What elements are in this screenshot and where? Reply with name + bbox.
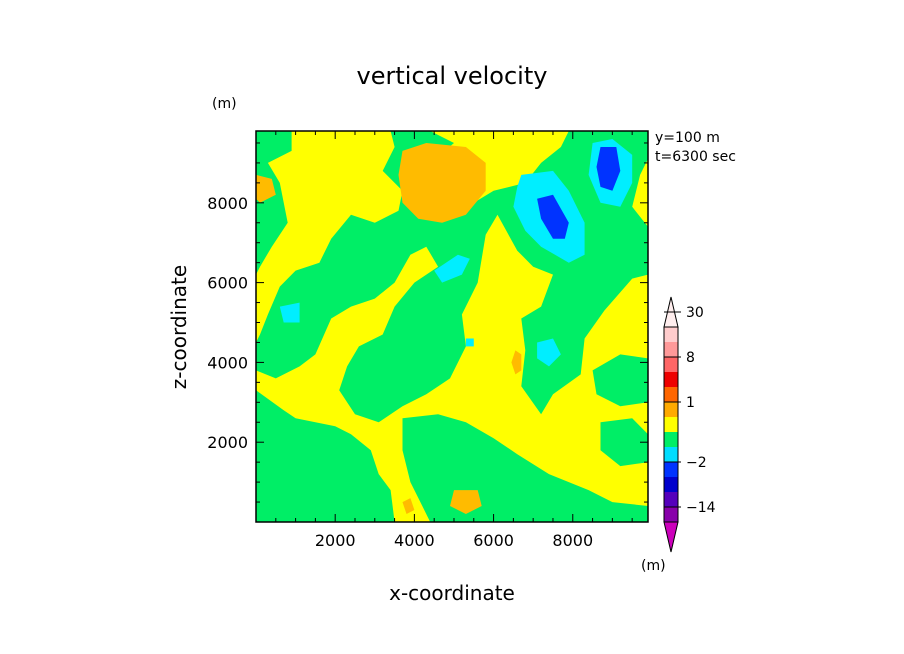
contour-region-16 [537, 338, 561, 367]
colorbar-label: 30 [686, 305, 704, 321]
colorbar-segment [664, 432, 678, 447]
colorbar-label: −14 [686, 500, 716, 516]
colorbar-segment [664, 417, 678, 432]
contour-region-18 [537, 194, 569, 239]
colorbar-segment [664, 357, 678, 372]
colorbar-lower-arrow [663, 521, 679, 553]
colorbar-segment [664, 447, 678, 462]
contour-region-17 [465, 338, 474, 347]
contour-region-5 [592, 354, 648, 407]
contour-region-0 [256, 131, 292, 275]
colorbar-segment [664, 402, 678, 417]
y-tick-label: 2000 [207, 433, 248, 452]
contour-region-6 [600, 418, 648, 467]
contour-region-14 [434, 254, 470, 283]
colorbar-label: −2 [686, 455, 707, 471]
y-tick-label: 4000 [207, 353, 248, 372]
colorbar-segment [664, 507, 678, 522]
y-tick-label: 6000 [207, 274, 248, 293]
colorbar-segment [664, 387, 678, 402]
x-tick-label: 2000 [315, 531, 356, 550]
annotation-line-2: t=6300 sec [655, 149, 736, 165]
chart-title: vertical velocity [357, 62, 548, 90]
contour-region-7 [398, 143, 486, 223]
colorbar-frame [663, 326, 679, 523]
y-tick-label: 8000 [207, 194, 248, 213]
x-tick-label: 4000 [394, 531, 435, 550]
colorbar: 30 8 1 −2 −14 [663, 296, 716, 553]
colorbar-segment [664, 462, 678, 477]
contour-region-15 [279, 302, 300, 323]
x-axis-label: x-coordinate [389, 581, 515, 605]
colorbar-label: 8 [686, 350, 695, 366]
contour-region-2 [256, 390, 395, 522]
annotation-line-1: y=100 m [655, 130, 720, 146]
colorbar-segment [664, 492, 678, 507]
contour-region-8 [256, 174, 276, 203]
plot-area [256, 131, 648, 522]
y-unit-label: (m) [212, 96, 237, 112]
colorbar-unit-label: (m) [641, 558, 666, 574]
plot-frame [255, 130, 649, 523]
contour-region-19 [596, 147, 621, 191]
x-tick-label: 8000 [552, 531, 593, 550]
x-tick-label: 6000 [473, 531, 514, 550]
contour-region-10 [450, 490, 482, 514]
colorbar-segment [664, 327, 678, 342]
colorbar-segment [664, 372, 678, 387]
contour-region-9 [511, 350, 522, 375]
colorbar-segment [664, 342, 678, 357]
y-axis-label: z-coordinate [167, 265, 191, 389]
axes: 2000 4000 6000 8000 2000 4000 6000 8000 [207, 130, 649, 550]
contour-region-11 [402, 498, 415, 514]
colorbar-label: 1 [686, 395, 695, 411]
colorbar-segment [664, 477, 678, 492]
